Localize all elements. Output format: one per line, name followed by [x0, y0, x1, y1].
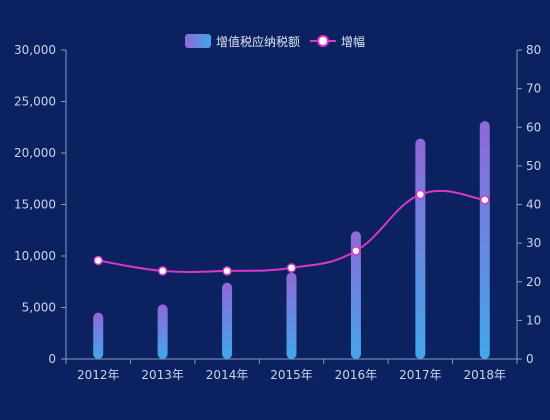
legend-swatch-marker[interactable]: [317, 35, 329, 47]
bar[interactable]: [479, 121, 490, 359]
y-right-tick-label: 30: [526, 236, 541, 250]
legend[interactable]: 增值税应纳税额 增幅: [185, 34, 365, 49]
y-right-tick-label: 60: [526, 120, 541, 134]
y-right-tick-label: 10: [526, 313, 541, 327]
y-right-tick-label: 40: [526, 198, 541, 212]
growth-line: [93, 189, 490, 276]
legend-label-bar[interactable]: 增值税应纳税额: [216, 34, 300, 49]
y-left-tick-label: 20,000: [14, 146, 56, 160]
bar[interactable]: [222, 282, 233, 359]
bar[interactable]: [157, 304, 168, 359]
y-right-tick-label: 80: [526, 43, 541, 57]
growth-point[interactable]: [286, 263, 297, 273]
legend-label-line[interactable]: 增幅: [341, 34, 365, 49]
y-right-tick-label: 20: [526, 275, 541, 289]
y-left-tick-label: 5,000: [22, 301, 56, 315]
bar[interactable]: [350, 231, 361, 359]
x-tick-label: 2014年: [206, 368, 249, 382]
bars: [93, 121, 490, 359]
y-left-tick-label: 30,000: [14, 43, 56, 57]
x-tick-label: 2017年: [399, 368, 442, 382]
bar[interactable]: [286, 272, 297, 359]
x-tick-label: 2016年: [335, 368, 378, 382]
x-tick-label: 2018年: [464, 368, 507, 382]
y-left-tick-label: 15,000: [14, 198, 56, 212]
y-right-tick-label: 0: [526, 352, 534, 366]
growth-point[interactable]: [157, 266, 168, 276]
growth-point[interactable]: [415, 189, 426, 200]
legend-swatch-bar[interactable]: [185, 34, 211, 48]
axes: 0 5,000 10,000 15,000 20,000 25,000 30,000 0 10 2…: [14, 43, 541, 382]
y-left-tick-label: 0: [48, 352, 56, 366]
growth-point[interactable]: [222, 266, 232, 276]
bar[interactable]: [415, 138, 426, 359]
y-right-tick-label: 50: [526, 159, 541, 173]
y-right-tick-label: 70: [526, 82, 541, 96]
growth-line-path: [98, 189, 485, 273]
growth-point[interactable]: [351, 246, 361, 256]
x-tick-label: 2015年: [270, 368, 313, 382]
y-left-tick-label: 10,000: [14, 249, 56, 263]
y-left-tick-label: 25,000: [14, 95, 56, 109]
growth-point[interactable]: [93, 255, 103, 266]
growth-point[interactable]: [480, 195, 490, 205]
x-tick-label: 2012年: [77, 368, 120, 382]
x-tick-label: 2013年: [141, 368, 184, 382]
bar[interactable]: [93, 312, 104, 359]
